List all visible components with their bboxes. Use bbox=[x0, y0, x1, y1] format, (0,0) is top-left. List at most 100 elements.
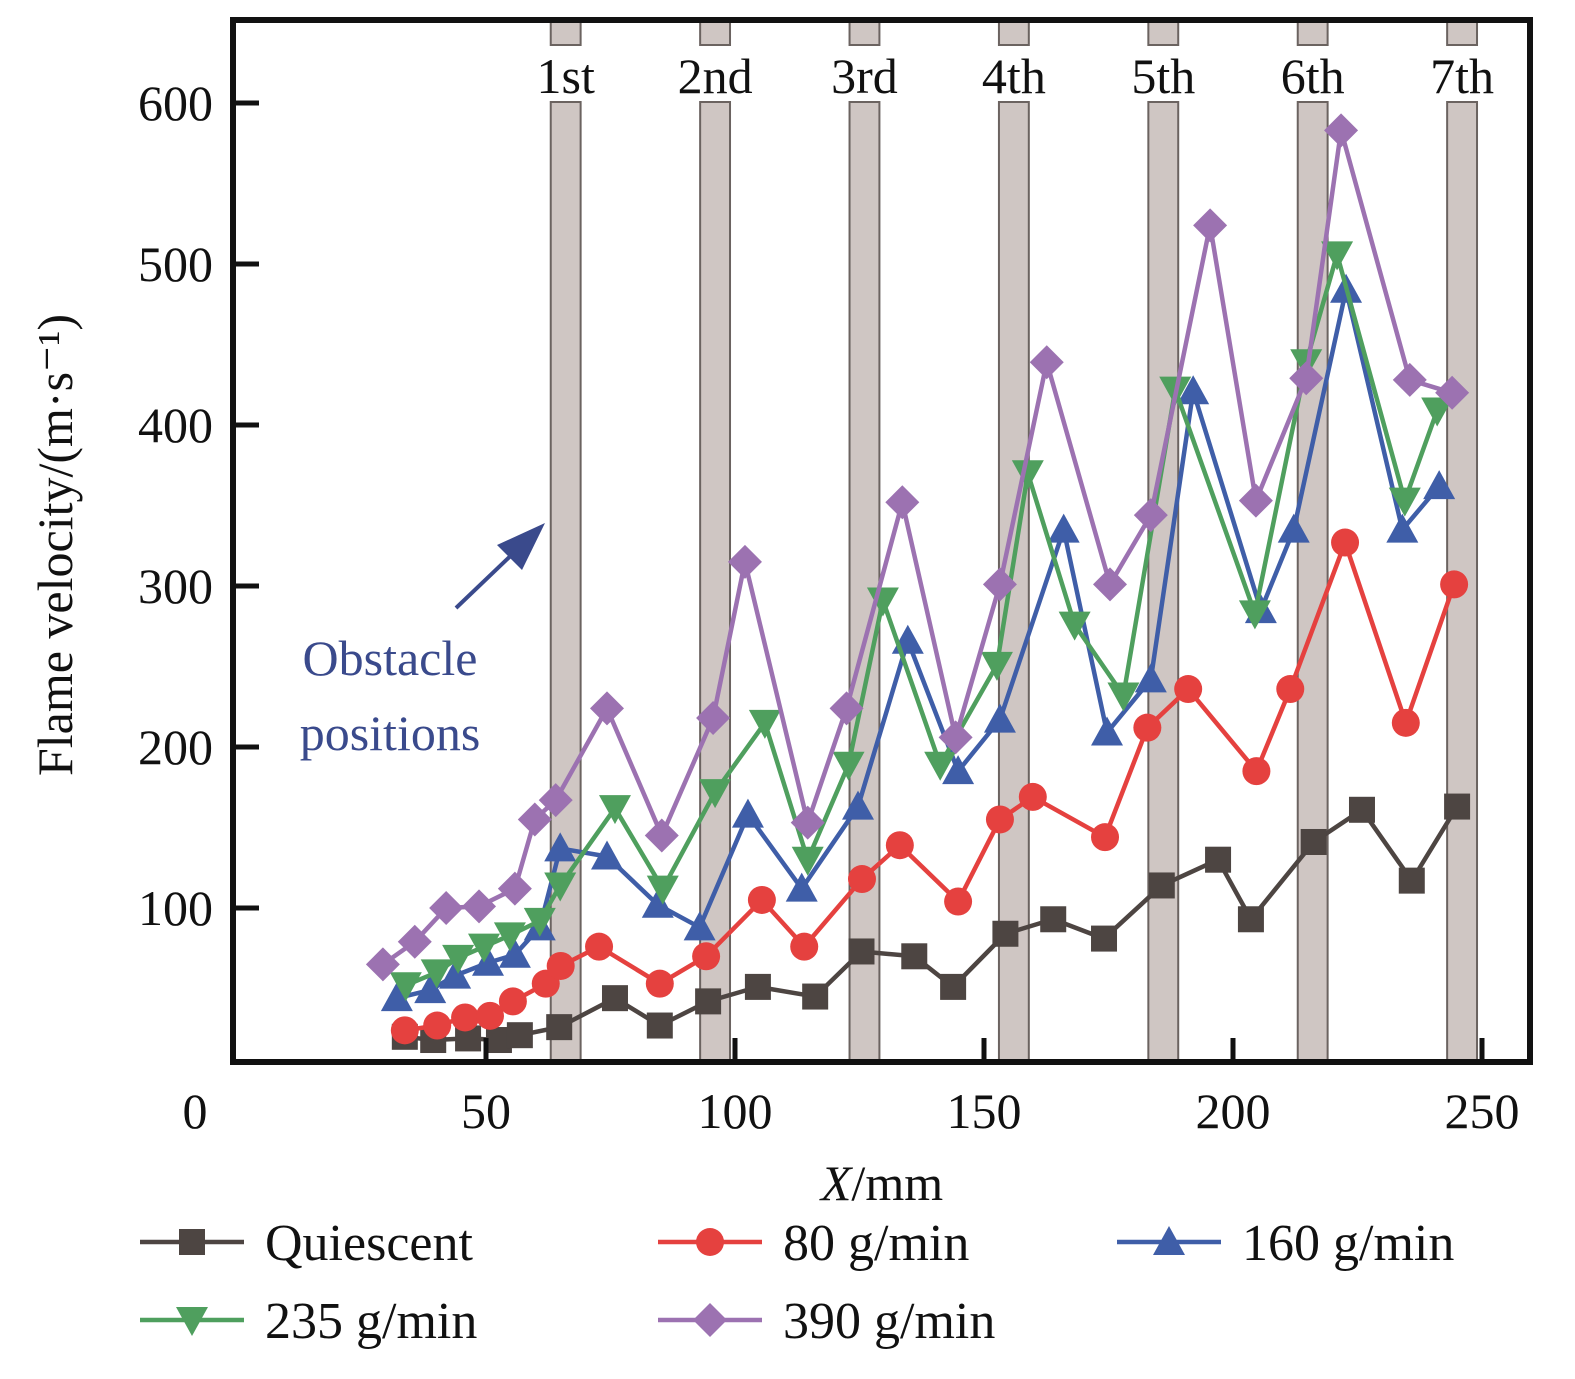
data-point bbox=[544, 832, 577, 862]
data-point bbox=[942, 755, 975, 785]
x-axis-label-var: X bbox=[819, 1155, 854, 1211]
data-point bbox=[1193, 208, 1228, 243]
data-point bbox=[1300, 828, 1327, 855]
data-point bbox=[1107, 682, 1140, 712]
obstacle-bar bbox=[699, 101, 732, 1063]
obstacle-annotation: Obstacle positions bbox=[300, 523, 545, 761]
data-point bbox=[462, 889, 497, 924]
obstacle-label: 2nd bbox=[678, 48, 753, 104]
data-point bbox=[544, 872, 577, 902]
data-point bbox=[590, 691, 625, 726]
data-point bbox=[439, 959, 472, 989]
data-point bbox=[1398, 867, 1425, 894]
data-point bbox=[1177, 375, 1210, 405]
data-point bbox=[414, 974, 447, 1004]
annotation-line-2: positions bbox=[300, 705, 481, 761]
obstacle-bar-top bbox=[997, 19, 1030, 46]
data-point bbox=[1018, 782, 1047, 811]
x-axis-label-unit: /mm bbox=[851, 1155, 943, 1211]
x-tick-label: 50 bbox=[461, 1083, 511, 1139]
x-tick-label: 200 bbox=[1196, 1083, 1271, 1139]
y-tick-label: 100 bbox=[138, 880, 213, 936]
legend-marker-icon bbox=[693, 1303, 727, 1337]
obstacle-bar bbox=[549, 101, 582, 1063]
data-point bbox=[1058, 611, 1091, 641]
data-point bbox=[1091, 925, 1118, 952]
data-point bbox=[380, 982, 413, 1012]
x-tick-label: 100 bbox=[698, 1083, 773, 1139]
data-point bbox=[802, 983, 829, 1010]
data-point bbox=[1388, 487, 1421, 517]
data-point bbox=[1238, 600, 1271, 630]
data-point bbox=[1091, 716, 1124, 746]
data-point bbox=[842, 790, 875, 820]
data-point bbox=[848, 938, 875, 965]
data-point bbox=[683, 911, 716, 941]
legend-item: 80 g/min bbox=[658, 1215, 969, 1272]
legend-label: 160 g/min bbox=[1242, 1215, 1454, 1272]
data-point bbox=[468, 933, 501, 963]
data-point bbox=[1011, 460, 1044, 490]
data-point bbox=[598, 795, 631, 825]
annotation-arrow-head bbox=[497, 523, 545, 570]
data-point bbox=[645, 969, 674, 998]
data-point bbox=[644, 818, 679, 853]
series-line bbox=[381, 128, 1453, 967]
data-point bbox=[699, 779, 732, 809]
data-point bbox=[365, 947, 400, 982]
obstacle-label: 3rd bbox=[831, 48, 898, 104]
obstacle-bar-top bbox=[1446, 19, 1479, 46]
data-point bbox=[641, 888, 674, 918]
data-point bbox=[885, 485, 920, 520]
data-point bbox=[591, 840, 624, 870]
data-point bbox=[791, 846, 824, 876]
data-point bbox=[1133, 498, 1168, 533]
data-point bbox=[696, 701, 731, 736]
y-axis-label: Flame velocity/(m·s⁻¹) bbox=[27, 314, 83, 776]
data-point bbox=[1040, 906, 1067, 933]
data-point bbox=[506, 1022, 533, 1049]
data-point bbox=[390, 1016, 419, 1045]
legend-item: 390 g/min bbox=[658, 1293, 995, 1350]
data-point bbox=[517, 802, 552, 837]
data-point bbox=[420, 959, 453, 989]
data-point bbox=[1238, 483, 1273, 518]
data-point bbox=[944, 887, 973, 916]
data-point bbox=[397, 924, 432, 959]
series-390-g-min bbox=[365, 113, 1470, 982]
data-point bbox=[940, 973, 967, 1000]
legend-label: 390 g/min bbox=[783, 1293, 995, 1350]
series-quiescent bbox=[391, 793, 1471, 1054]
data-point bbox=[695, 988, 722, 1015]
data-point bbox=[1091, 823, 1120, 852]
data-point bbox=[1237, 906, 1264, 933]
data-point bbox=[538, 783, 573, 818]
data-point bbox=[1324, 113, 1359, 148]
data-point bbox=[1148, 872, 1175, 899]
obstacle-label: 6th bbox=[1281, 48, 1345, 104]
data-point bbox=[980, 651, 1013, 681]
data-point bbox=[546, 951, 575, 980]
y-tick-label: 500 bbox=[138, 236, 213, 292]
data-point bbox=[1134, 663, 1167, 693]
data-point bbox=[747, 885, 776, 914]
data-point bbox=[451, 1003, 480, 1032]
data-point bbox=[471, 946, 504, 976]
data-point bbox=[731, 798, 764, 828]
legend-item: 160 g/min bbox=[1117, 1215, 1454, 1272]
plot-frame bbox=[230, 17, 1533, 1065]
data-point bbox=[497, 871, 532, 906]
data-point bbox=[1386, 513, 1419, 543]
obstacle-bar bbox=[848, 101, 881, 1063]
series-layer bbox=[365, 113, 1471, 1054]
x-axis-label: X/mm bbox=[819, 1155, 943, 1211]
data-point bbox=[985, 805, 1014, 834]
data-point bbox=[924, 751, 957, 781]
data-point bbox=[1029, 345, 1064, 380]
data-point bbox=[646, 875, 679, 905]
data-point bbox=[1423, 470, 1456, 500]
data-point bbox=[982, 567, 1017, 602]
data-point bbox=[1277, 513, 1310, 543]
legend-label: 235 g/min bbox=[265, 1293, 477, 1350]
